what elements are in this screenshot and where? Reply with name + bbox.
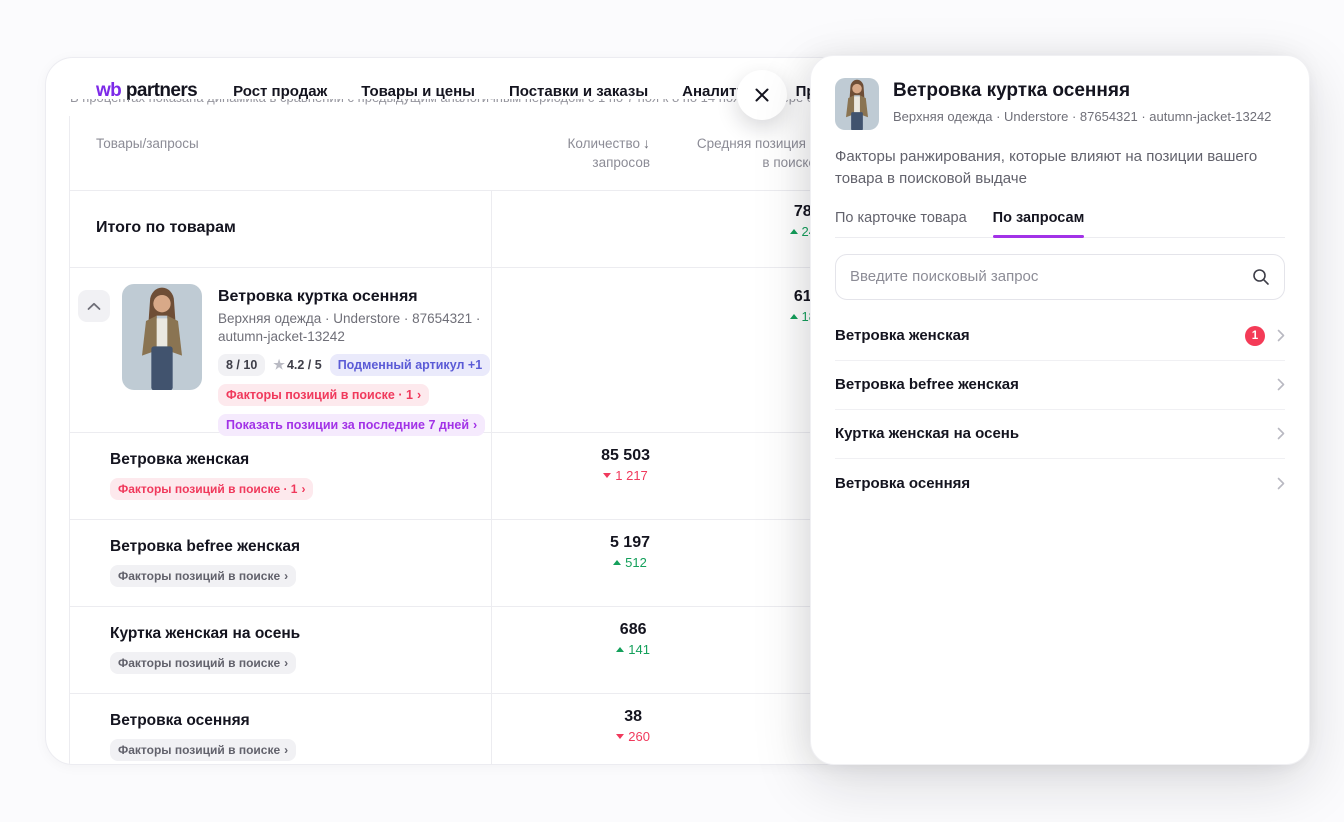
product-avatar: [835, 78, 879, 130]
content-score-badge: 8 / 10: [218, 354, 266, 376]
factors-count-badge: 1: [1245, 325, 1265, 346]
chevron-up-icon: [87, 302, 101, 310]
search-position-factors-badge[interactable]: Факторы позиций в поиске ›: [110, 565, 297, 587]
chevron-right-icon: [1277, 378, 1285, 391]
nav-item-goods-prices[interactable]: Товары и цены: [361, 82, 475, 100]
clipped-period-note: В процентах показана динамика в сравнени…: [70, 99, 1309, 108]
trend-down-icon: [616, 734, 625, 739]
nav-item-sales-growth[interactable]: Рост продаж: [233, 82, 328, 100]
logo-wb: wb: [96, 80, 122, 101]
search-position-factors-badge[interactable]: Факторы позиций в поиске ›: [110, 652, 297, 674]
trend-up-icon: [789, 229, 798, 234]
query-title: Ветровка осенняя: [110, 712, 250, 729]
ranking-factors-panel: Ветровка куртка осенняя Верхняя одежда ·…: [810, 55, 1310, 765]
show-positions-link[interactable]: Показать позиции за последние 7 дней ›: [218, 414, 486, 436]
column-header-query-count[interactable]: Количество ↓ запросов: [567, 135, 651, 170]
product-rating: ★ 4.2 / 5: [273, 357, 322, 372]
search-position-factors-badge[interactable]: Факторы позиций в поиске ›: [110, 739, 297, 761]
chevron-right-icon: [1277, 477, 1285, 489]
query-title: Куртка женская на осень: [110, 625, 301, 642]
sort-desc-icon[interactable]: ↓: [643, 135, 650, 151]
chevron-right-icon: [1277, 427, 1285, 440]
panel-product-title: Ветровка куртка осенняя: [893, 80, 1131, 101]
list-item[interactable]: Ветровка осенняя: [835, 459, 1285, 508]
chevron-right-icon: ›: [284, 743, 289, 757]
trend-up-icon: [789, 314, 798, 319]
table-row: Куртка женская на осень Факторы позиций …: [70, 607, 1309, 694]
query-search: [835, 253, 1285, 300]
chevron-right-icon: [1277, 329, 1285, 342]
query-count-cell: 5 197 512: [609, 534, 650, 570]
chevron-right-icon: ›: [416, 388, 422, 402]
queries-table: Товары/запросы Количество ↓ запросов Сред…: [69, 116, 1309, 764]
search-position-factors-badge[interactable]: Факторы позиций в поиске · 1 ›: [218, 384, 430, 406]
totals-label: Итого по товарам: [70, 191, 492, 267]
chevron-right-icon: ›: [284, 656, 289, 670]
query-count-cell: 85 503 1 217: [601, 447, 650, 483]
table-header-row: Товары/запросы Количество ↓ запросов Сред…: [70, 116, 1309, 191]
chevron-right-icon: ›: [284, 569, 289, 583]
search-icon[interactable]: [1252, 268, 1270, 286]
logo-partners: partners: [125, 80, 198, 101]
product-position-value: 61: [793, 288, 812, 305]
panel-tabs: По карточке товара По запросам: [835, 210, 1285, 238]
nav-item-supplies-orders[interactable]: Поставки и заказы: [508, 82, 649, 100]
tab-by-product-card[interactable]: По карточке товара: [835, 209, 967, 226]
tab-by-queries[interactable]: По запросам: [992, 210, 1084, 238]
product-meta: Верхняя одежда · Understore · 87654321 ·…: [218, 311, 481, 344]
panel-header: Ветровка куртка осенняя Верхняя одежда ·…: [835, 78, 1285, 130]
panel-product-meta: Верхняя одежда · Understore · 87654321 ·…: [893, 109, 1272, 124]
panel-description: Факторы ранжирования, которые влияют на …: [835, 148, 1258, 187]
list-item[interactable]: Ветровка женская 1: [835, 312, 1285, 361]
close-icon: [755, 88, 769, 102]
column-header-products-queries[interactable]: Товары/запросы: [96, 136, 199, 151]
chevron-right-icon: ›: [473, 418, 478, 432]
table-row: Ветровка befree женская Факторы позиций …: [70, 520, 1309, 607]
search-input[interactable]: [850, 268, 1252, 285]
table-row: Ветровка осенняя Факторы позиций в поиск…: [70, 694, 1309, 764]
substitute-article-badge[interactable]: Подменный артикул +1: [329, 354, 491, 376]
query-title: Ветровка женская: [110, 451, 250, 468]
product-title: Ветровка куртка осенняя: [218, 288, 418, 305]
product-row: Ветровка куртка осенняя Верхняя одежда ·…: [70, 268, 1309, 436]
product-image: [122, 284, 202, 390]
collapse-row-button[interactable]: [78, 290, 110, 322]
product-avg-position: 61 18: [650, 268, 1309, 436]
query-title: Ветровка befree женская: [110, 538, 300, 555]
trend-down-icon: [603, 473, 612, 478]
totals-row: Итого по товарам 78 24: [70, 191, 1309, 268]
chevron-right-icon: ›: [301, 482, 306, 496]
close-panel-button[interactable]: [737, 70, 787, 120]
list-item[interactable]: Куртка женская на осень: [835, 410, 1285, 459]
trend-up-icon: [616, 647, 625, 652]
wb-partners-logo[interactable]: wb partners: [96, 80, 198, 102]
search-position-factors-badge[interactable]: Факторы позиций в поиске · 1 ›: [110, 478, 314, 500]
list-item[interactable]: Ветровка befree женская: [835, 361, 1285, 410]
query-count-cell: 38 260: [492, 694, 650, 764]
totals-position-value: 78: [793, 203, 812, 220]
trend-up-icon: [613, 560, 622, 565]
panel-query-list: Ветровка женская 1 Ветровка befree женск…: [835, 312, 1285, 508]
star-icon: ★: [273, 357, 285, 372]
query-count-cell: 686 141: [492, 607, 650, 693]
